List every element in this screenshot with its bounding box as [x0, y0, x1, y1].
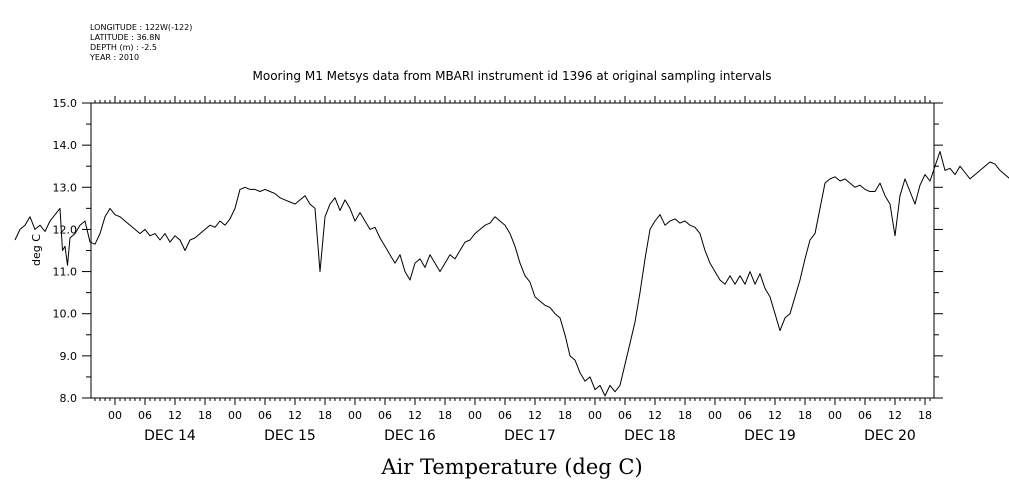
- x-tick-label: 00: [108, 409, 122, 422]
- y-tick-labels: 8.0 9.0 10.0 11.0 12.0 13.0 14.0 15.0: [53, 97, 78, 405]
- x-tick-label: 18: [678, 409, 692, 422]
- chart-title: Mooring M1 Metsys data from MBARI instru…: [253, 69, 772, 83]
- x-tick-label: 06: [378, 409, 392, 422]
- axis-ticks: [82, 96, 943, 405]
- series-line-segment: [809, 151, 1009, 241]
- day-labels: DEC 14 DEC 15 DEC 16 DEC 17 DEC 18 DEC 19 DEC …: [144, 428, 916, 444]
- x-tick-label: 12: [168, 409, 182, 422]
- y-tick-label: 11.0: [53, 266, 78, 279]
- meta-latitude: LATITUDE : 36.8N: [90, 33, 160, 42]
- x-tick-label: 12: [888, 409, 902, 422]
- day-label: DEC 14: [144, 428, 196, 444]
- y-tick-label: 13.0: [53, 181, 78, 194]
- x-tick-label: 00: [708, 409, 722, 422]
- x-tick-label: 18: [438, 409, 452, 422]
- y-tick-label: 15.0: [53, 97, 78, 110]
- y-tick-label: 12.0: [53, 223, 78, 236]
- metadata-block: LONGITUDE : 122W(-122) LATITUDE : 36.8N …: [89, 23, 192, 62]
- x-tick-labels: 00 06 12 18 00 06 12 18 00 06 12 18 00 06 12 18 00 06 12 18…: [108, 409, 932, 422]
- x-tick-label: 12: [768, 409, 782, 422]
- x-tick-label: 06: [498, 409, 512, 422]
- x-tick-label: 12: [408, 409, 422, 422]
- meta-depth: DEPTH (m) : -2.5: [90, 43, 157, 52]
- day-label: DEC 17: [504, 428, 556, 444]
- x-tick-label: 18: [918, 409, 932, 422]
- x-tick-label: 12: [648, 409, 662, 422]
- y-tick-label: 9.0: [60, 350, 78, 363]
- y-tick-label: 10.0: [53, 308, 78, 321]
- x-tick-label: 06: [858, 409, 872, 422]
- day-label: DEC 16: [384, 428, 436, 444]
- series-lines: [14, 151, 1009, 397]
- y-tick-label: 14.0: [53, 139, 78, 152]
- x-tick-label: 12: [528, 409, 542, 422]
- x-tick-label: 18: [198, 409, 212, 422]
- x-tick-label: 18: [798, 409, 812, 422]
- x-tick-label: 06: [138, 409, 152, 422]
- x-tick-label: 06: [258, 409, 272, 422]
- day-label: DEC 19: [744, 428, 796, 444]
- x-tick-label: 06: [738, 409, 752, 422]
- day-label: DEC 15: [264, 428, 316, 444]
- x-tick-label: 06: [618, 409, 632, 422]
- x-tick-label: 00: [228, 409, 242, 422]
- day-label: DEC 18: [624, 428, 676, 444]
- x-tick-label: 18: [558, 409, 572, 422]
- meta-year: YEAR : 2010: [89, 53, 139, 62]
- y-tick-label: 8.0: [60, 392, 78, 405]
- x-tick-label: 12: [288, 409, 302, 422]
- day-label: DEC 20: [864, 428, 916, 444]
- x-tick-label: 00: [588, 409, 602, 422]
- series-line-segment: [14, 186, 811, 397]
- y-axis-label: deg C: [30, 234, 43, 266]
- x-tick-label: 00: [348, 409, 362, 422]
- x-tick-label: 00: [828, 409, 842, 422]
- x-tick-label: 18: [318, 409, 332, 422]
- x-tick-label: 00: [468, 409, 482, 422]
- meta-longitude: LONGITUDE : 122W(-122): [90, 23, 192, 32]
- x-axis-title: Air Temperature (deg C): [380, 455, 642, 479]
